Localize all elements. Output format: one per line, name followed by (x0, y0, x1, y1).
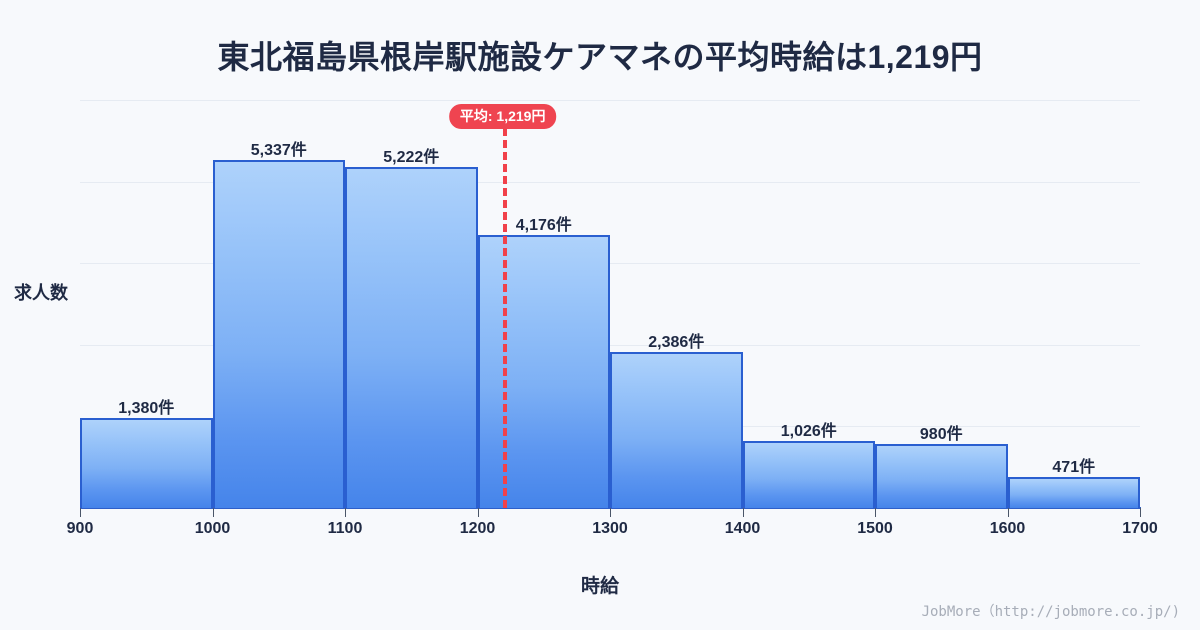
x-axis-tick-label: 1600 (989, 520, 1026, 537)
x-axis-tick (345, 508, 346, 517)
bar-value-label: 471件 (1052, 459, 1096, 477)
bar-value-label: 980件 (919, 426, 963, 444)
x-axis-tick-label: 1300 (592, 520, 628, 537)
chart-title: 東北福島県根岸駅施設ケアマネの平均時給は1,219円 (217, 39, 983, 75)
x-axis-tick (742, 508, 744, 517)
histogram-bar (1007, 477, 1140, 508)
histogram-bar (477, 235, 610, 508)
bar-value-label: 5,337件 (250, 141, 307, 159)
x-axis-tick-label: 1000 (194, 520, 231, 537)
x-axis-tick (80, 508, 81, 517)
x-axis-tick (212, 508, 214, 517)
bar-value-label: 4,176件 (515, 217, 572, 235)
histogram-bar (345, 167, 478, 508)
x-axis-tick-label: 1500 (857, 520, 893, 537)
histogram-bar (610, 352, 743, 508)
x-axis-title: 時給 (580, 576, 619, 597)
y-axis-title: 求人数 (14, 283, 68, 303)
x-axis-tick-label: 900 (66, 520, 94, 537)
bar-value-label: 1,380件 (118, 399, 175, 417)
x-axis-tick (1007, 508, 1009, 517)
bar-value-label: 2,386件 (648, 334, 705, 352)
x-axis-tick-label: 1400 (724, 520, 761, 537)
gridline (80, 182, 1140, 183)
x-axis-tick (875, 508, 876, 517)
footer-credit: JobMore（http://jobmore.co.jp/) (921, 604, 1180, 620)
histogram-bar (212, 159, 345, 508)
x-axis-tick-label: 1700 (1122, 520, 1158, 537)
gridline (80, 345, 1140, 346)
histogram-bar (80, 417, 213, 508)
x-axis-tick-label: 1200 (459, 520, 496, 537)
histogram-bar (742, 441, 875, 508)
gridline (80, 100, 1140, 101)
average-line (502, 128, 507, 508)
average-badge: 平均: 1,219円 (448, 104, 557, 130)
bar-value-label: 5,222件 (383, 149, 440, 167)
x-axis-tick-label: 1100 (327, 520, 363, 537)
x-axis-tick (1140, 508, 1141, 517)
bar-value-label: 1,026件 (780, 423, 837, 441)
x-axis-tick (477, 508, 479, 517)
x-axis-tick (610, 508, 611, 517)
gridline (80, 263, 1140, 264)
histogram-bar (875, 444, 1008, 508)
